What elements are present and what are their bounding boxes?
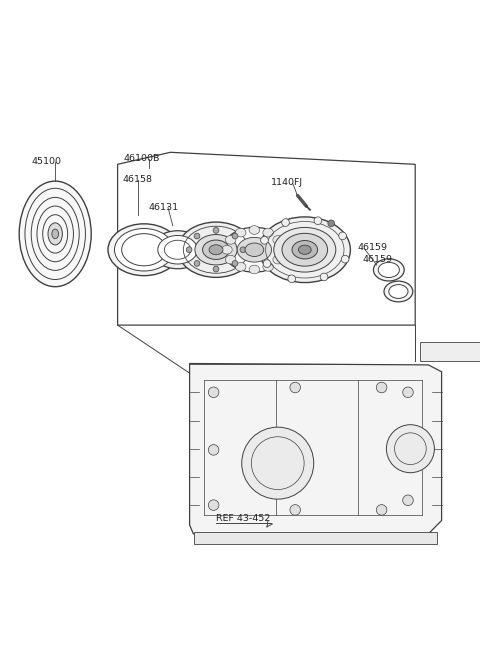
Circle shape <box>328 220 335 227</box>
Bar <box>194 531 437 544</box>
Ellipse shape <box>195 234 237 265</box>
Ellipse shape <box>273 255 284 264</box>
Ellipse shape <box>222 246 232 254</box>
Text: REF 43-452: REF 43-452 <box>216 514 270 523</box>
Circle shape <box>242 427 314 499</box>
Text: 1140FJ: 1140FJ <box>271 178 303 187</box>
Ellipse shape <box>52 229 59 238</box>
Circle shape <box>208 500 219 510</box>
Circle shape <box>320 273 328 281</box>
Circle shape <box>186 247 192 253</box>
Ellipse shape <box>115 229 173 271</box>
Circle shape <box>213 227 219 233</box>
Ellipse shape <box>237 237 272 262</box>
Circle shape <box>339 232 347 240</box>
Circle shape <box>263 260 271 267</box>
Circle shape <box>240 247 246 253</box>
Ellipse shape <box>19 181 91 287</box>
Circle shape <box>403 387 413 398</box>
Ellipse shape <box>48 223 62 245</box>
Polygon shape <box>190 364 442 534</box>
Circle shape <box>232 233 238 239</box>
Ellipse shape <box>276 246 287 254</box>
Circle shape <box>376 504 387 515</box>
Circle shape <box>290 383 300 393</box>
Ellipse shape <box>151 231 204 269</box>
Ellipse shape <box>378 262 399 278</box>
Ellipse shape <box>259 217 350 282</box>
Circle shape <box>290 504 300 515</box>
Ellipse shape <box>389 284 408 299</box>
Ellipse shape <box>235 229 246 237</box>
Ellipse shape <box>235 263 246 271</box>
Circle shape <box>194 233 200 239</box>
Circle shape <box>208 445 219 455</box>
Ellipse shape <box>292 240 318 259</box>
Ellipse shape <box>384 281 413 302</box>
Circle shape <box>194 261 200 267</box>
Circle shape <box>288 275 296 282</box>
Circle shape <box>386 424 434 473</box>
Ellipse shape <box>203 240 229 259</box>
Circle shape <box>314 217 322 225</box>
Ellipse shape <box>282 233 327 266</box>
Circle shape <box>261 236 268 244</box>
Ellipse shape <box>274 227 336 272</box>
Text: 46159: 46159 <box>362 255 392 265</box>
Ellipse shape <box>223 227 286 272</box>
Ellipse shape <box>225 236 236 244</box>
Text: 45100: 45100 <box>31 157 61 166</box>
Text: 46100B: 46100B <box>124 154 160 162</box>
Bar <box>420 342 480 361</box>
Circle shape <box>208 387 219 398</box>
Circle shape <box>341 255 349 263</box>
Circle shape <box>403 495 413 506</box>
Text: 46131: 46131 <box>149 202 179 212</box>
Ellipse shape <box>249 226 260 234</box>
Ellipse shape <box>249 265 260 274</box>
Ellipse shape <box>178 222 254 277</box>
Circle shape <box>376 383 387 393</box>
Circle shape <box>232 261 238 267</box>
Ellipse shape <box>245 243 264 257</box>
Ellipse shape <box>263 229 274 237</box>
Circle shape <box>213 266 219 272</box>
Ellipse shape <box>263 263 274 271</box>
Text: 46158: 46158 <box>122 175 153 184</box>
Ellipse shape <box>299 245 311 254</box>
Ellipse shape <box>108 224 180 276</box>
Ellipse shape <box>209 245 223 255</box>
Ellipse shape <box>158 236 197 264</box>
Circle shape <box>282 219 289 227</box>
Ellipse shape <box>225 255 236 264</box>
Ellipse shape <box>273 236 284 244</box>
Text: 46159: 46159 <box>358 244 388 252</box>
Ellipse shape <box>373 259 404 281</box>
